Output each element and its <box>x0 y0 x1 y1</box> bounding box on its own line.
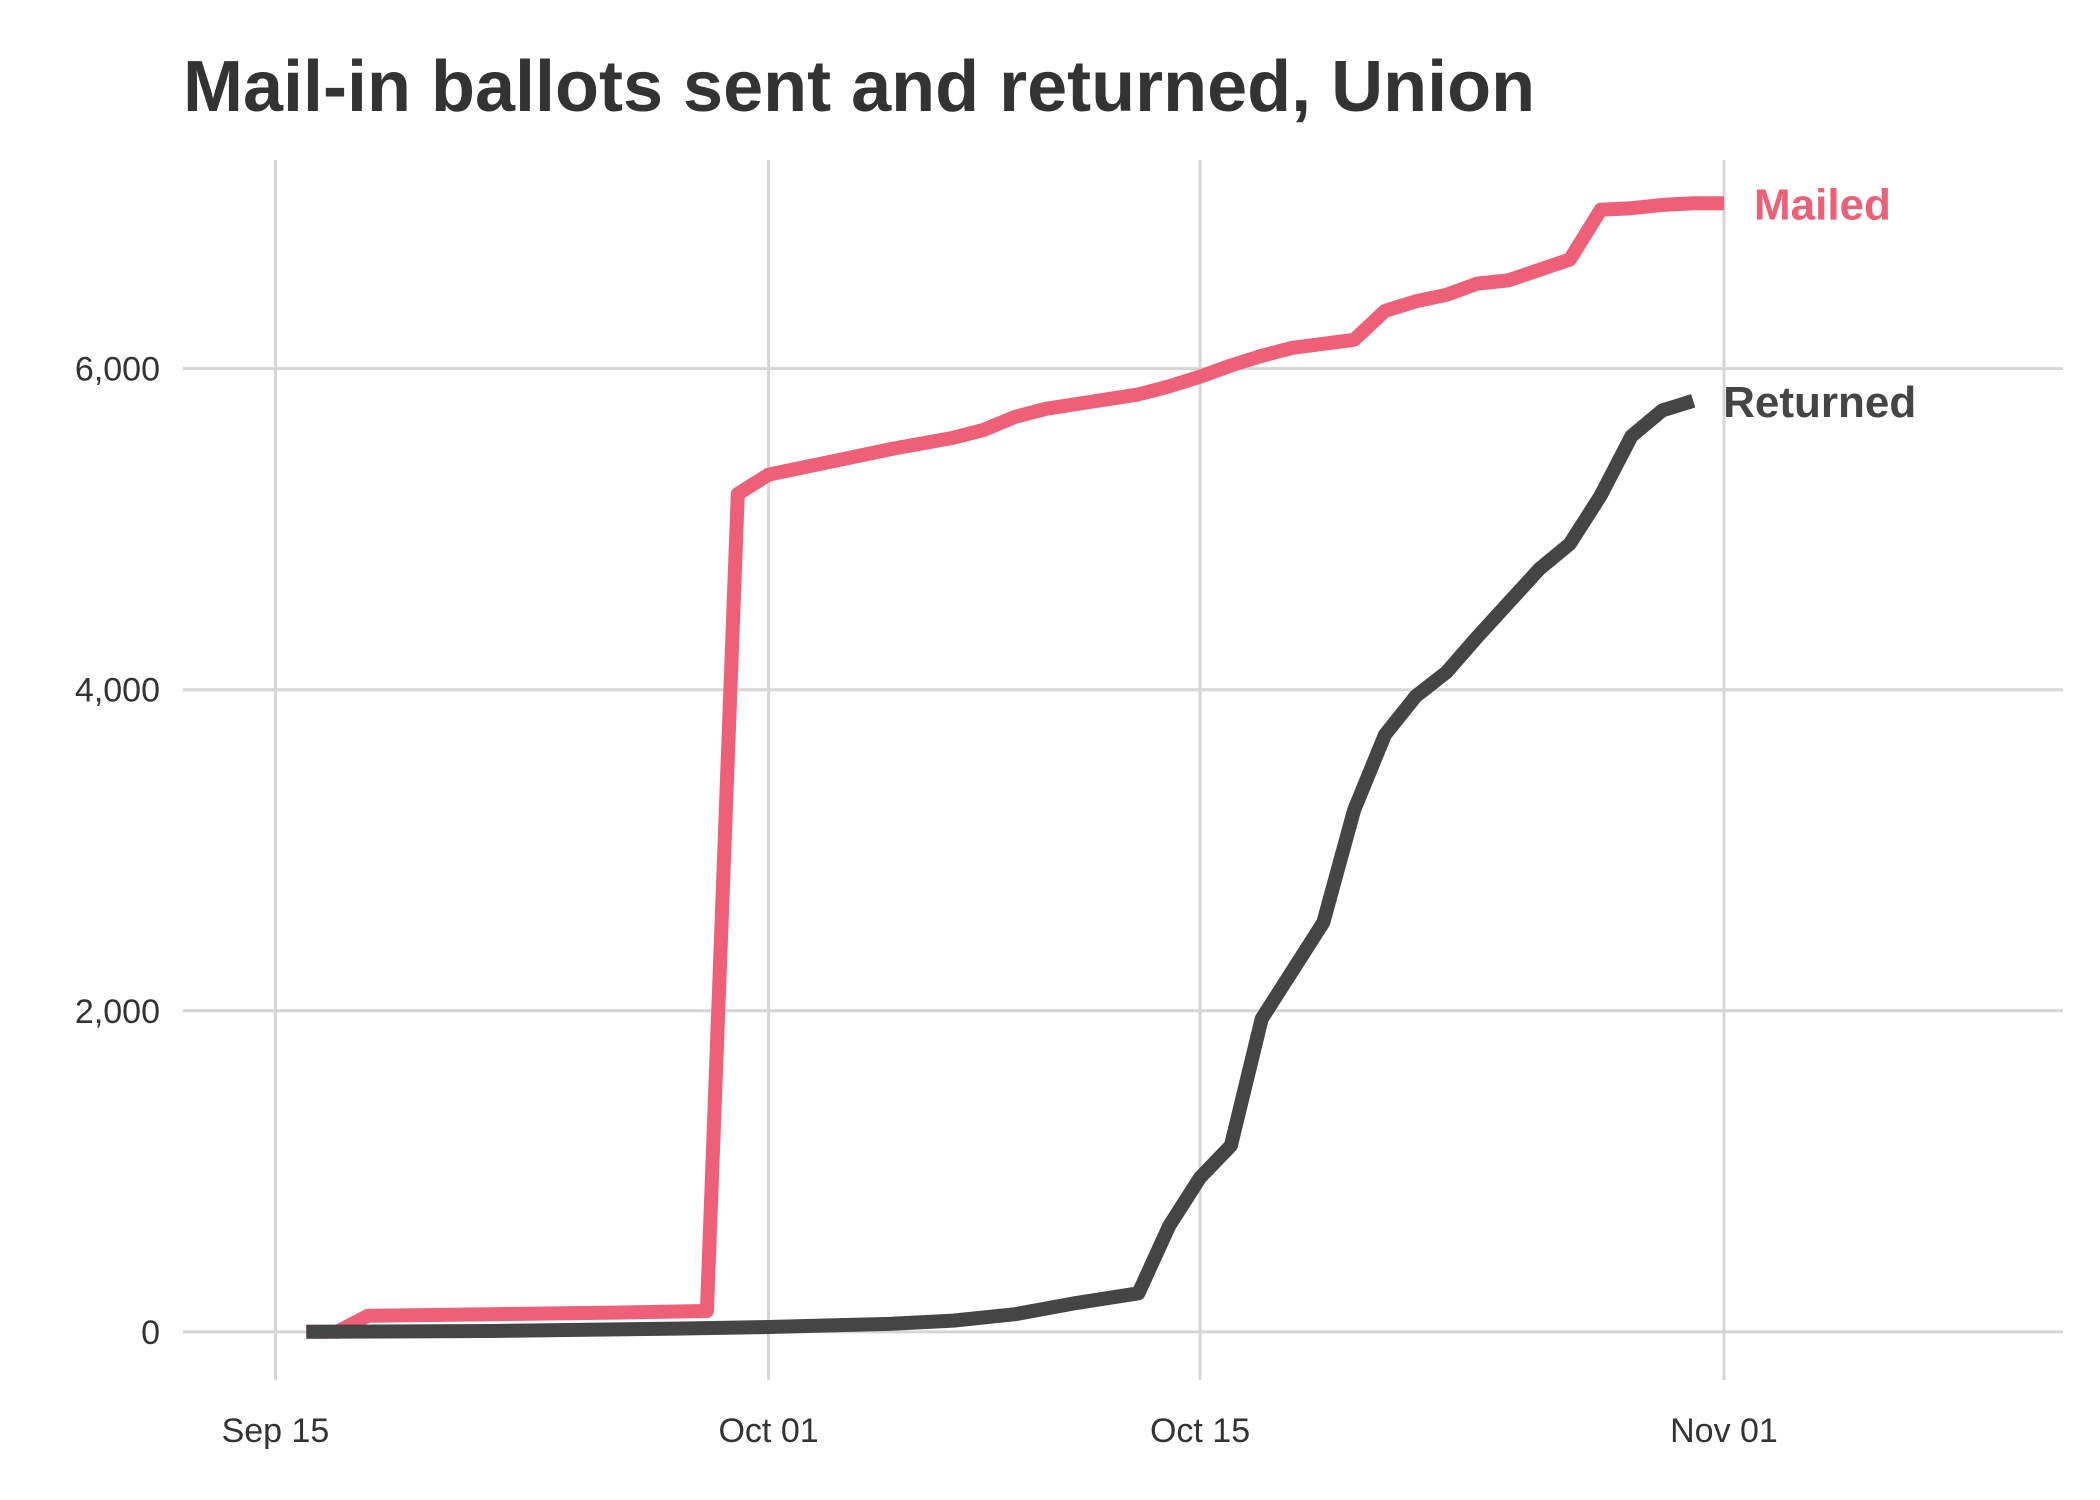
x-tick-label: Sep 15 <box>222 1412 330 1450</box>
y-tick-label: 4,000 <box>75 672 160 710</box>
series-label-mailed: Mailed <box>1754 180 1891 229</box>
series-label-returned: Returned <box>1723 378 1916 427</box>
gridlines <box>183 160 2063 1380</box>
x-tick-label: Oct 01 <box>718 1412 818 1450</box>
x-tick-label: Oct 15 <box>1150 1412 1250 1450</box>
y-tick-label: 0 <box>141 1314 160 1352</box>
series-labels: Mailed Returned <box>1723 180 1916 426</box>
y-axis-tick-labels: 0 2,000 4,000 6,000 <box>75 351 160 1352</box>
series-line-mailed <box>306 196 1724 1339</box>
chart-title: Mail-in ballots sent and returned, Union <box>183 47 1536 127</box>
series-line-returned <box>306 394 1696 1339</box>
x-axis-tick-labels: Sep 15 Oct 01 Oct 15 Nov 01 <box>222 1412 1778 1450</box>
y-tick-label: 2,000 <box>75 993 160 1031</box>
x-tick-label: Nov 01 <box>1670 1412 1778 1450</box>
y-tick-label: 6,000 <box>75 351 160 389</box>
data-series <box>306 196 1724 1339</box>
